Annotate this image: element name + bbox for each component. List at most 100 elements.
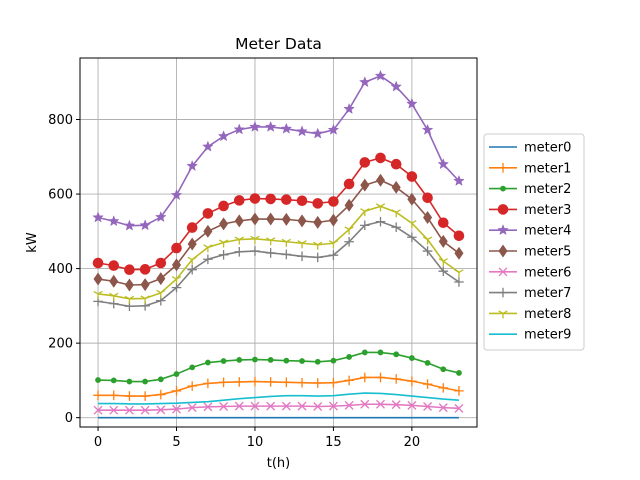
meter3-point: [296, 195, 308, 207]
meter3-point: [92, 257, 104, 269]
legend-label: meter8: [524, 307, 571, 322]
legend-marker: [498, 163, 508, 173]
meter1-markers: [93, 372, 464, 401]
meter3-point: [312, 198, 324, 209]
meter6-point: [172, 404, 181, 414]
meter1-point: [108, 390, 119, 401]
meter4-point: [359, 76, 371, 88]
meter4-point: [139, 219, 151, 231]
legend-item-meter3: meter3: [489, 203, 571, 218]
meter8-point: [391, 209, 401, 218]
meter2-point: [361, 349, 368, 356]
meter7-point: [218, 250, 229, 260]
meter2-point: [377, 349, 384, 356]
meter7-point: [281, 249, 292, 260]
meter5-markers: [93, 173, 464, 292]
legend-label: meter4: [524, 224, 571, 239]
legend-item-meter7: meter7: [489, 286, 571, 301]
meter3-point: [233, 195, 245, 206]
meter9-line: [98, 392, 460, 405]
meter1-point: [171, 386, 182, 396]
meter5-point: [234, 214, 244, 228]
meter2-point: [456, 370, 462, 376]
legend-label: meter0: [524, 141, 571, 156]
meter1-point: [140, 391, 150, 401]
legend-label: meter3: [524, 203, 571, 218]
meter3-point: [453, 230, 465, 242]
meter1-point: [93, 390, 103, 401]
meter8-point: [407, 220, 417, 229]
meter4-point: [311, 127, 324, 139]
meter2-point: [157, 376, 164, 383]
meter2-point: [440, 366, 447, 373]
meter6-point: [438, 403, 448, 413]
meter4-point: [437, 158, 450, 170]
meter3-point: [390, 158, 402, 170]
meter2-point: [126, 378, 133, 385]
meter3-point: [218, 200, 229, 212]
meter5-point: [250, 212, 260, 226]
meter5-point: [297, 214, 307, 228]
meter1-point: [407, 376, 417, 386]
meter8-point: [250, 235, 260, 244]
meter7-point: [203, 254, 213, 265]
meter6-point: [344, 400, 354, 410]
meter5-point: [140, 278, 150, 292]
meter5-point: [407, 192, 417, 206]
meter7-point: [312, 252, 323, 263]
y-axis-ticks: 0 200 400 600 800: [48, 113, 80, 426]
meter3-point: [406, 171, 418, 182]
meter2-point: [252, 356, 258, 363]
meter2-point: [330, 357, 337, 364]
legend-item-meter2: meter2: [489, 182, 571, 197]
meter5-point: [124, 278, 134, 292]
meter5-point: [203, 224, 213, 238]
meter6-point: [156, 405, 166, 415]
x-tick-label: 20: [404, 435, 421, 450]
legend-marker: [498, 310, 508, 319]
meter2-point: [95, 377, 101, 383]
meter4-markers: [92, 69, 465, 231]
meter7-point: [265, 248, 276, 258]
meter2-point: [393, 351, 400, 358]
meter2-point: [346, 354, 353, 360]
meter4-point: [453, 174, 465, 186]
meter4-point: [249, 120, 261, 132]
meter3-point: [375, 152, 386, 164]
meter5-point: [375, 173, 386, 187]
y-tick-label: 200: [48, 337, 73, 352]
meter8-point: [313, 241, 323, 250]
meter7-point: [328, 250, 339, 260]
meter4-point: [280, 122, 293, 134]
meter5-point: [391, 180, 401, 194]
meter6-point: [93, 405, 103, 415]
meter2-point: [283, 357, 290, 364]
meter2-point: [110, 377, 117, 384]
meter5-point: [454, 246, 464, 260]
meter3-point: [155, 257, 167, 269]
meter3-point: [202, 208, 214, 219]
meter7-point: [422, 246, 433, 256]
series-markers: [92, 69, 465, 415]
legend-item-meter5: meter5: [489, 245, 571, 260]
meter4-point: [202, 140, 214, 152]
meter7-point: [187, 264, 197, 275]
chart-title: Meter Data: [235, 35, 322, 53]
meter6-point: [124, 405, 134, 415]
legend-label: meter6: [524, 265, 571, 280]
meter1-point: [360, 372, 370, 383]
meter3-markers: [92, 152, 465, 276]
meter6-point: [250, 401, 260, 411]
meter5-point: [156, 272, 166, 286]
meter8-point: [265, 237, 276, 246]
meter1-point: [156, 389, 166, 400]
meter6-point: [234, 401, 244, 411]
meter8-point: [234, 236, 244, 245]
meter7-point: [297, 251, 307, 262]
meter2-point: [424, 359, 431, 366]
meter8-point: [344, 226, 354, 235]
meter8-point: [109, 292, 119, 301]
meter1-point: [203, 378, 213, 389]
meter6-point: [407, 400, 417, 410]
